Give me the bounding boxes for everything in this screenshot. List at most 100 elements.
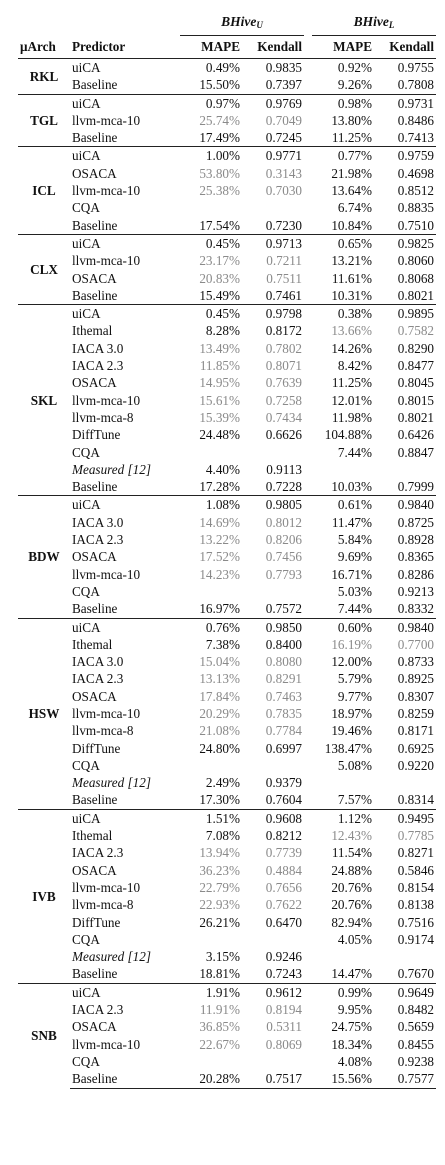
gap-cell xyxy=(304,548,312,565)
predictor-cell: Baseline xyxy=(72,287,118,303)
kendall-l-cell: 0.8068 xyxy=(397,270,434,286)
kendall-u-cell: 0.8012 xyxy=(265,514,302,530)
mape-u-cell: 0.97% xyxy=(180,93,242,112)
gap-cell xyxy=(304,808,312,828)
mape-u-cell: 18.81% xyxy=(199,966,240,982)
mape-u-cell xyxy=(180,444,242,461)
kendall-l-cell: 0.8925 xyxy=(397,671,434,687)
kendall-l-cell: 0.7670 xyxy=(397,966,434,982)
kendall-u-cell: 0.7434 xyxy=(265,409,302,425)
arch-cell: RKL xyxy=(18,58,70,95)
predictor-cell: CQA xyxy=(72,200,100,216)
predictor-cell: CQA xyxy=(72,444,100,460)
kendall-u-cell: 0.7456 xyxy=(265,549,302,565)
kendall-l-cell: 0.5659 xyxy=(397,1019,434,1035)
mape-u-cell xyxy=(180,757,242,774)
col-header-arch: μArch xyxy=(18,35,70,59)
table-row: llvm-mca-10 22.79% 0.7656 20.76% 0.8154 xyxy=(18,879,436,896)
predictor-cell: IACA 3.0 xyxy=(72,340,124,356)
kendall-l-cell: 0.8314 xyxy=(397,792,434,808)
mape-l-cell: 10.03% xyxy=(331,479,372,495)
mape-l-cell: 24.88% xyxy=(331,862,372,878)
gap-cell xyxy=(304,478,312,496)
kendall-u-cell: 0.6470 xyxy=(265,914,302,930)
predictor-cell: uiCA xyxy=(70,495,180,514)
table-row: llvm-mca-10 20.29% 0.7835 18.97% 0.8259 xyxy=(18,705,436,722)
table-row: CQA 7.44% 0.8847 xyxy=(18,444,436,461)
kendall-u-cell: 0.8206 xyxy=(265,532,302,548)
kendall-l-cell: 0.7413 xyxy=(397,130,434,146)
mape-l-cell: 9.95% xyxy=(337,1002,372,1018)
mape-u-cell: 7.08% xyxy=(205,828,240,844)
gap-cell xyxy=(304,76,312,94)
gap-cell xyxy=(304,670,312,687)
arch-cell: IVB xyxy=(18,808,70,984)
gap-cell xyxy=(304,757,312,774)
gap-cell xyxy=(304,583,312,600)
mape-l-cell: 0.61% xyxy=(312,495,374,514)
predictor-cell: uiCA xyxy=(70,146,180,165)
mape-l-cell: 11.61% xyxy=(331,270,372,286)
kendall-u-cell: 0.5311 xyxy=(266,1019,302,1035)
gap-cell xyxy=(304,653,312,670)
kendall-u-cell: 0.7463 xyxy=(265,688,302,704)
gap-cell xyxy=(304,896,312,913)
predictor-cell: DiffTune xyxy=(72,740,121,756)
mape-u-cell: 17.30% xyxy=(199,792,240,808)
mape-u-cell: 1.91% xyxy=(180,982,242,1002)
mape-u-cell: 20.28% xyxy=(180,1070,242,1089)
table-row: OSACA 20.83% 0.7511 11.61% 0.8068 xyxy=(18,270,436,287)
mape-l-cell: 5.08% xyxy=(337,757,372,773)
mape-u-cell: 0.45% xyxy=(180,304,242,323)
kendall-u-cell: 0.9608 xyxy=(242,808,304,828)
table-row: Measured [12] 4.40% 0.9113 xyxy=(18,461,436,478)
kendall-u-cell: 0.9771 xyxy=(242,146,304,165)
kendall-l-cell: 0.7808 xyxy=(397,77,434,93)
mape-u-cell: 17.84% xyxy=(199,688,240,704)
gap-cell xyxy=(304,146,312,165)
gap-cell xyxy=(304,617,312,636)
kendall-l-cell: 0.8271 xyxy=(397,845,434,861)
predictor-cell: OSACA xyxy=(72,1019,117,1035)
mape-u-cell xyxy=(180,199,242,216)
mape-l-cell: 0.60% xyxy=(312,617,374,636)
kendall-l-cell: 0.7510 xyxy=(397,217,434,233)
arch-cell: SKL xyxy=(18,304,70,496)
kendall-u-cell: 0.8069 xyxy=(265,1036,302,1052)
gap-cell xyxy=(304,844,312,861)
table-row: IACA 2.3 13.13% 0.8291 5.79% 0.8925 xyxy=(18,670,436,687)
mape-u-cell: 15.61% xyxy=(199,392,240,408)
table-row: SKL uiCA 0.45% 0.9798 0.38% 0.9895 xyxy=(18,304,436,496)
dataset-u-header: BHiveU xyxy=(180,12,304,36)
kendall-l-cell: 0.9825 xyxy=(374,233,436,253)
kendall-u-cell: 0.9798 xyxy=(242,304,304,323)
dataset-l-header: BHiveL xyxy=(312,12,436,36)
mape-u-cell: 20.83% xyxy=(199,270,240,286)
kendall-l-cell: 0.6426 xyxy=(397,427,434,443)
predictor-cell: Ithemal xyxy=(72,828,113,844)
gap-cell xyxy=(304,165,312,182)
predictor-cell: OSACA xyxy=(72,165,117,181)
predictor-cell: OSACA xyxy=(72,862,117,878)
predictor-cell: OSACA xyxy=(72,549,117,565)
kendall-u-cell xyxy=(242,1053,304,1070)
mape-l-cell: 0.38% xyxy=(312,304,374,323)
table-row: BDW uiCA 1.08% 0.9805 0.61% 0.9840 xyxy=(18,495,436,618)
mape-l-cell: 4.08% xyxy=(337,1053,372,1069)
table-row: OSACA 36.85% 0.5311 24.75% 0.5659 xyxy=(18,1018,436,1035)
mape-u-cell: 15.50% xyxy=(199,77,240,93)
gap-cell xyxy=(304,357,312,374)
mape-l-cell: 21.98% xyxy=(331,165,372,181)
table-row: llvm-mca-10 23.17% 0.7211 13.21% 0.8060 xyxy=(18,252,436,269)
predictor-cell: Baseline xyxy=(72,77,118,93)
table-row: SNB uiCA 1.91% 0.9612 0.99% 0.9649 xyxy=(18,982,436,1089)
kendall-l-cell: 0.8455 xyxy=(397,1036,434,1052)
mape-u-cell: 13.13% xyxy=(199,671,240,687)
kendall-u-cell: 0.6997 xyxy=(265,740,302,756)
mape-l-cell xyxy=(312,461,374,478)
table-body: RKL uiCA 0.49% 0.9835 0.92% 0.9755 Baseline 15.… xyxy=(18,58,436,1089)
kendall-u-cell: 0.7656 xyxy=(265,879,302,895)
mape-l-cell: 13.64% xyxy=(331,183,372,199)
arch-cell: BDW xyxy=(18,495,70,618)
